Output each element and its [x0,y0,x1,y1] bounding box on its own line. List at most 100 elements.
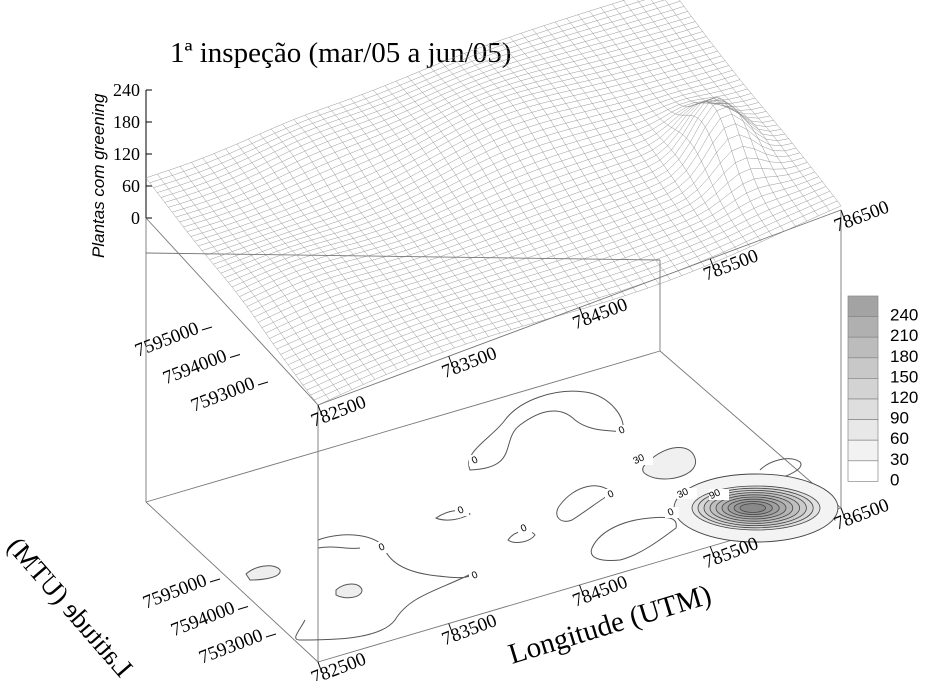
y-tick-label: 7595000 [132,318,202,361]
surface-mesh [145,0,842,406]
legend-swatch [847,357,879,379]
legend-swatch [847,378,879,400]
legend-label: 150 [890,367,918,386]
contour-patch [245,565,281,581]
x-tick-mark [448,623,453,632]
box-frame [145,209,842,663]
contour-label: 0 [666,506,676,519]
z-axis-label: Plantas com greening [89,93,108,258]
contour-line [507,530,536,543]
x-tick-label: 783500 [439,610,500,650]
y-axis-label: Latitude (UTM) [1,531,138,681]
y-tick-label: 7594000 [168,598,238,641]
contour-label: 0 [606,488,616,501]
contour-line [468,390,624,471]
contour-line [434,510,471,521]
contour-line [556,485,613,522]
contour-label-bg [616,425,630,436]
z-tick-label: 0 [131,208,140,228]
y-tick-label: 7594000 [160,346,230,389]
contour-label: 30 [632,452,647,467]
contour-label-bg [455,505,469,516]
x-tick-label: 786500 [831,197,892,237]
z-axis-ticks: 0 60 120 180 240 [113,80,152,228]
x-tick-mark [317,661,322,671]
frame-top-left-edge [145,217,319,406]
legend-swatch [847,316,879,338]
x-tick-mark [448,356,453,365]
frame-base-back-edge [145,350,661,503]
contour-label-bg [665,507,679,518]
contour-line [590,516,677,561]
contour-label-bg [469,570,483,581]
contour-label-bg [709,489,729,500]
frame-base-left-edge [145,501,319,663]
y-tick-mark [257,381,269,386]
legend-swatch [847,439,879,462]
contour-patch [335,583,363,599]
contour-line [317,546,361,549]
contour-label: 0 [617,424,627,437]
legend-label: 90 [890,409,909,428]
frame-top-back-edge [145,252,661,261]
legend-label: 30 [890,450,909,469]
x-tick-mark [709,546,714,555]
x-tick-mark [840,209,845,219]
legend-swatch [847,336,879,359]
contour-label: 30 [676,486,691,501]
contour-ring [739,503,767,513]
legend-label: 180 [890,347,918,366]
y-tick-mark [265,633,277,638]
x-tick-mark [709,258,714,267]
y-tick-mark [209,578,221,583]
contour-label-bg [605,489,619,500]
frame-base-back-right-edge [659,350,842,509]
contour-label-bg [518,523,532,534]
x-tick-label: 782500 [308,649,369,681]
y-tick-label: 7595000 [140,570,210,613]
contour-peak [673,473,839,543]
y-tick-label: 7593000 [196,625,266,668]
y-tick-mark [237,606,249,610]
legend-label: 240 [890,306,918,325]
legend-swatch [847,460,879,482]
contour-label-bg [376,542,390,553]
legend-label: 0 [890,470,899,489]
contour-line [759,458,802,479]
x-tick-mark [579,584,583,594]
contour-label: 0 [519,522,529,535]
contour-label: 90 [708,487,723,502]
z-tick-label: 120 [113,144,140,164]
z-tick-label: 240 [113,80,140,100]
legend-swatch [847,398,879,420]
surface-grid [145,0,842,406]
legend-swatch [847,419,879,441]
contour-label-bg [633,454,653,465]
x-tick-mark [579,307,583,316]
x-tick-label: 786500 [831,495,892,535]
legend-label: 120 [890,388,918,407]
contour-label: 0 [470,569,480,582]
z-tick-label: 180 [113,112,140,132]
x-tick-mark [317,404,322,414]
contour-label: 0 [377,541,387,554]
chart-title: 1ª inspeção (mar/05 a jun/05) [170,37,511,69]
y-tick-mark [229,354,241,358]
contour-patch-30 [642,446,696,480]
contour-label-bg [469,455,483,466]
legend-label: 60 [890,429,909,448]
contour-label: 0 [470,454,480,467]
y-tick-label: 7593000 [188,373,258,416]
x-tick-mark [840,507,845,517]
contour-label: 0 [456,504,466,517]
y-tick-mark [201,326,213,331]
contour-label-bg [677,488,697,499]
z-tick-label: 60 [122,176,140,196]
legend-swatch [847,295,879,317]
